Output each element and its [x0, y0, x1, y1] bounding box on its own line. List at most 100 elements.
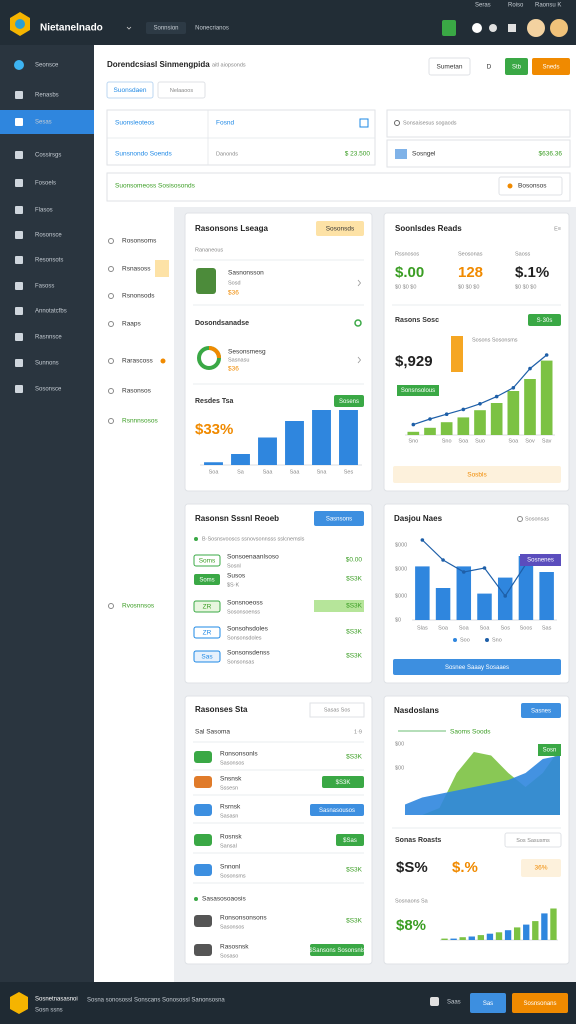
- submenu-icon: [108, 358, 114, 364]
- x-tick-label: Sos: [500, 625, 510, 631]
- label: Sonsoenaanlsoso: [227, 554, 279, 561]
- icon-button[interactable]: [442, 20, 456, 36]
- card: [383, 695, 570, 965]
- sidebar-item[interactable]: Renasbs: [35, 93, 59, 99]
- sidebar-item[interactable]: Fasoss: [35, 284, 54, 290]
- submenu-item[interactable]: Rsnasoss: [122, 266, 151, 273]
- button[interactable]: [470, 993, 506, 1013]
- search-box[interactable]: [386, 109, 571, 138]
- label: Sasonsos: [220, 924, 244, 930]
- line-point: [528, 366, 532, 371]
- bar: [441, 938, 448, 940]
- button-label: Sasnsons: [326, 517, 352, 523]
- button[interactable]: [521, 703, 561, 718]
- sidebar-item[interactable]: Sosonsce: [35, 387, 62, 393]
- submenu-item[interactable]: Rosonsoms: [122, 238, 157, 245]
- sidebar-item[interactable]: Sunnons: [35, 361, 59, 367]
- avatar[interactable]: [550, 19, 568, 37]
- bar: [541, 913, 548, 940]
- label: Sosngel: [412, 151, 436, 158]
- button[interactable]: [336, 834, 364, 846]
- line-point: [441, 558, 445, 562]
- button[interactable]: [310, 944, 364, 956]
- submenu-item[interactable]: Rarascoss: [122, 358, 153, 365]
- button[interactable]: [193, 626, 221, 639]
- icon-button[interactable]: [489, 24, 497, 32]
- sidebar-item[interactable]: Sesas: [35, 120, 52, 126]
- sidebar-item[interactable]: Flasos: [35, 208, 53, 214]
- button[interactable]: [393, 659, 561, 675]
- label: Sosn: [543, 748, 557, 754]
- bar: [490, 403, 503, 435]
- button[interactable]: [193, 554, 221, 567]
- button[interactable]: [428, 57, 471, 76]
- stat-value: $.00: [395, 264, 424, 281]
- avatar[interactable]: [527, 19, 545, 37]
- submenu-item[interactable]: Rvosnnsos: [122, 603, 155, 610]
- sidebar-item[interactable]: Cossirsgs: [35, 153, 61, 159]
- label: $36: [228, 290, 239, 297]
- x-tick-label: Sav: [542, 438, 552, 444]
- label: Susos: [227, 573, 246, 580]
- button[interactable]: [334, 395, 364, 407]
- sidebar-item[interactable]: Annotatcfbs: [35, 309, 67, 315]
- chevron: [357, 279, 362, 287]
- icon-button[interactable]: [472, 23, 482, 33]
- headline: $8%: [396, 917, 426, 934]
- submenu-item[interactable]: Rasonsos: [122, 388, 152, 395]
- label: Sosons Sosonsms: [472, 337, 518, 343]
- sidebar-icon: [15, 282, 23, 290]
- button[interactable]: [193, 650, 221, 663]
- button[interactable]: [310, 804, 364, 816]
- sidebar-icon: [15, 385, 23, 393]
- button[interactable]: [532, 58, 570, 75]
- label: Sonas Roasts: [395, 837, 441, 844]
- button[interactable]: [512, 993, 568, 1013]
- button[interactable]: [504, 832, 562, 848]
- bar: [532, 921, 539, 940]
- x-tick-label: Sna: [317, 469, 328, 475]
- button[interactable]: [316, 221, 364, 236]
- sidebar-item[interactable]: Rosonsce: [35, 233, 62, 239]
- button[interactable]: [314, 511, 364, 526]
- submenu-item[interactable]: Raaps: [122, 321, 142, 328]
- bar: [440, 422, 453, 435]
- sidebar-item[interactable]: Resonsots: [35, 258, 63, 264]
- line-point: [411, 422, 416, 427]
- submenu-item[interactable]: Rsnnnsosos: [122, 418, 159, 425]
- button-label: Sumetan: [436, 64, 462, 71]
- button[interactable]: [194, 574, 220, 585]
- button[interactable]: [478, 58, 500, 75]
- button[interactable]: [157, 81, 206, 99]
- x-tick-label: Soa: [480, 625, 491, 631]
- highlight: [521, 859, 561, 877]
- button[interactable]: [193, 600, 221, 613]
- submenu-icon: [108, 293, 114, 299]
- bar: [539, 572, 554, 620]
- bar: [524, 379, 536, 435]
- donut: [208, 346, 221, 359]
- submenu-item[interactable]: Rsnonsods: [122, 293, 155, 300]
- dropdown[interactable]: [498, 176, 563, 196]
- top-link: Seras: [475, 3, 491, 9]
- label: Sosonsms: [220, 873, 246, 879]
- button-label: $S3K: [336, 780, 351, 786]
- icon-button[interactable]: [508, 24, 516, 32]
- bar: [477, 593, 492, 620]
- button-label: Sosens: [339, 399, 359, 405]
- x-tick-label: Soa: [209, 469, 220, 475]
- label: Sonsonsdenss: [227, 650, 270, 657]
- button[interactable]: [322, 776, 364, 788]
- submenu-panel: [94, 207, 174, 982]
- button[interactable]: [106, 81, 154, 99]
- search-box[interactable]: [309, 702, 365, 718]
- sidebar-item[interactable]: Rasnnsce: [35, 335, 62, 341]
- card: [184, 503, 373, 684]
- sidebar-item[interactable]: Fosoels: [35, 181, 56, 187]
- bar: [424, 427, 436, 435]
- line-point: [461, 570, 466, 574]
- sidebar-item[interactable]: Seonsce: [35, 63, 59, 69]
- button[interactable]: [528, 314, 561, 326]
- button-label: Soms: [199, 558, 216, 565]
- button[interactable]: [505, 58, 528, 75]
